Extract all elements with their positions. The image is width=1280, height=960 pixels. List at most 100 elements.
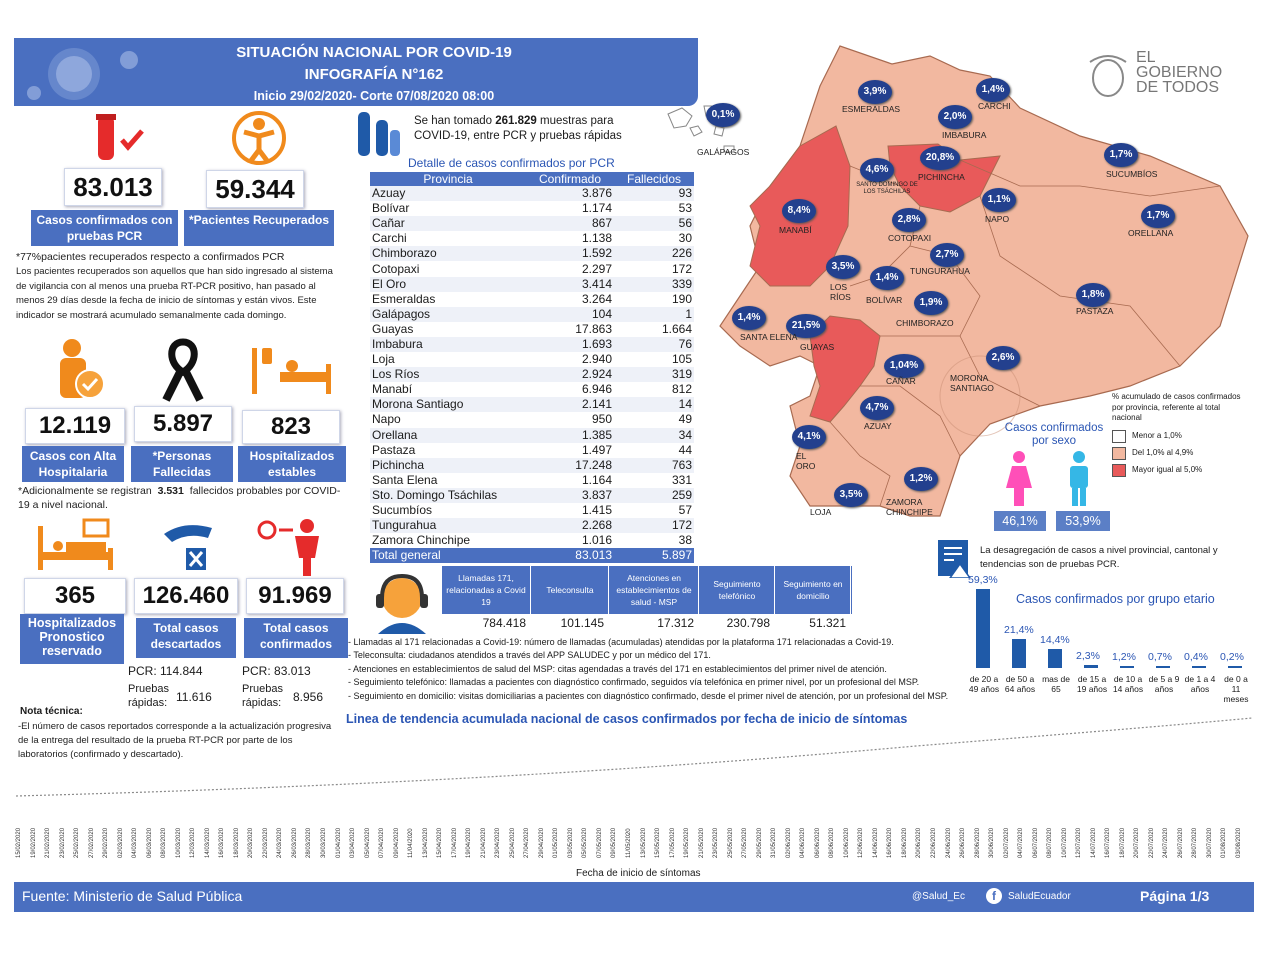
deaths-count: 76 (614, 336, 694, 353)
province-percent-bubble: 3,5% (826, 255, 860, 279)
legend-item: Menor a 1,0% (1112, 428, 1246, 445)
deaths-count: 30 (678, 231, 692, 246)
province-label: AZUAY (864, 421, 892, 431)
legend-swatch (1112, 447, 1126, 460)
male-icon (1070, 451, 1088, 506)
confirmed-count: 83.013 (526, 548, 614, 564)
trend-date-label: 29/04/2020 (538, 827, 545, 858)
recovered-value: 59.344 (206, 170, 304, 208)
legend-item: Del 1,0% al 4,9% (1112, 445, 1246, 462)
age-chart: 59,3% de 20 a 49 años 21,4% de 50 a 64 años… (964, 574, 1254, 710)
table-row: Tungurahua 2.268 172 (370, 518, 694, 534)
deaths-count: 226 (614, 246, 694, 262)
trend-date-label: 23/05/2020 (713, 827, 720, 858)
age-bar (1120, 666, 1134, 668)
trend-date-label: 02/03/2020 (117, 827, 124, 858)
trend-date-label: 26/06/2020 (960, 827, 967, 858)
trend-date-label: 23/02/2020 (59, 827, 66, 858)
province-name: Tungurahua (370, 518, 526, 534)
confirmed-rapid-value: 8.956 (293, 690, 324, 704)
province-name: Pichincha (370, 457, 526, 473)
age-bar (1192, 666, 1206, 668)
discarded-pcr: PCR: 114.844 (128, 664, 203, 678)
trend-date-label: 15/04/2020 (437, 827, 444, 858)
trend-date-label: 22/06/2020 (931, 827, 937, 858)
age-group-label: de 0 a 11 meses (1223, 674, 1249, 704)
hospital-bed-reserved-icon (38, 518, 113, 570)
province-percent-bubble: 20,8% (920, 146, 960, 170)
province-name: Cotopaxi (372, 261, 420, 276)
trend-date-label: 02/07/2020 (1003, 827, 1010, 858)
calls-table: Llamadas 171, relacionadas a Covid 19 Tel… (442, 566, 852, 632)
age-bar (976, 588, 990, 668)
table-row: Manabí 6.946 812 (370, 382, 694, 397)
province-name: Loja (372, 352, 395, 367)
province-name: Esmeraldas (372, 291, 436, 306)
trend-date-label: 06/03/2020 (146, 827, 153, 858)
province-label: ESMERALDAS (842, 104, 901, 114)
trend-date-label: 16/06/2020 (887, 827, 894, 858)
province-name: Guayas (372, 321, 414, 336)
deaths-count: 56 (614, 216, 694, 232)
table-row: Sto. Domingo Tsáchilas 3.837 259 (370, 487, 694, 503)
trend-date-label: 10/07/2020 (1061, 827, 1068, 858)
age-bar (1084, 664, 1098, 668)
trend-date-label: 04/06/2020 (800, 827, 807, 858)
age-value-label: 2,3% (1076, 649, 1100, 662)
deceased-value: 5.897 (134, 406, 232, 442)
trend-date-label: 01/08/2020 (1221, 827, 1228, 858)
deaths-count: 38 (678, 533, 692, 548)
female-percent: 46,1% (994, 511, 1046, 531)
age-group-label: de 1 a 4 años (1184, 674, 1216, 694)
province-name: Sto. Domingo Tsáchilas (370, 487, 526, 503)
confirmed-count: 1.164 (581, 472, 612, 487)
trend-date-label: 10/06/2020 (843, 827, 850, 858)
trend-date-label: 07/04/2020 (379, 827, 386, 858)
facebook-handle[interactable]: SaludEcuador (1008, 891, 1071, 902)
deaths-count: 93 (614, 186, 694, 202)
logo-text-1: EL (1136, 49, 1156, 66)
probable-deaths-note: *Adicionalmente se registran 3.531 falle… (18, 484, 348, 512)
samples-note-b: muestras para COVID-19, entre PCR y prue… (414, 115, 622, 142)
table-row: Pichincha 17.248 763 (370, 457, 694, 473)
table-row: Azuay 3.876 93 (370, 186, 694, 202)
age-group-label: mas de 65 (1042, 674, 1070, 694)
samples-number: 261.829 (495, 115, 537, 127)
trend-date-label: 12/07/2020 (1076, 827, 1083, 858)
confirmed-count: 1.592 (526, 246, 614, 262)
trend-date-label: 20/06/2020 (916, 827, 923, 858)
trend-date-label: 25/02/2020 (74, 827, 81, 858)
province-percent-bubble: 3,9% (858, 80, 892, 104)
trend-date-label: 03/08/2020 (1236, 827, 1242, 858)
table-row: Santa Elena 1.164 331 (370, 473, 694, 488)
trend-date-label: 11/05/2020 (626, 828, 632, 858)
mourning-ribbon-icon (162, 338, 204, 402)
calls-header-3: Seguimiento telefónico (700, 566, 775, 614)
province-label: PICHINCHA (918, 172, 965, 182)
trend-date-label: 06/07/2020 (1032, 827, 1039, 858)
deaths-count: 190 (671, 291, 692, 306)
confirmed-count: 2.268 (526, 518, 614, 534)
province-percent-bubble: 1,4% (870, 266, 904, 290)
age-chart-title: Casos confirmados por grupo etario (1016, 592, 1215, 606)
twitter-handle[interactable]: @Salud_Ec (912, 891, 965, 902)
recovered-percent-note: *77%pacientes recuperados respecto a con… (16, 251, 285, 263)
trend-date-label: 26/07/2020 (1177, 827, 1184, 858)
trend-date-label: 07/05/2020 (596, 827, 603, 858)
confirmed-count: 2.924 (526, 367, 614, 383)
table-row: Cotopaxi 2.297 172 (370, 261, 694, 276)
trend-date-label: 23/04/2020 (495, 827, 502, 858)
discarded-hand-icon (164, 525, 212, 570)
sex-title: Casos confirmados por sexo (1004, 422, 1104, 447)
trend-date-label: 01/04/2020 (335, 827, 342, 858)
trend-date-label: 29/02/2020 (103, 827, 110, 858)
trend-date-label: 05/04/2020 (364, 827, 371, 858)
province-percent-bubble: 3,5% (834, 483, 868, 507)
province-label: LOJA (810, 507, 832, 517)
table-header-row: Provincia Confirmado Fallecidos (370, 172, 694, 186)
confirmed-pcr-label: PCR: (242, 664, 271, 678)
trend-date-label: 12/03/2020 (190, 827, 197, 858)
province-name: Total general (370, 548, 526, 564)
province-label: MORONA SANTIAGO (950, 373, 994, 393)
province-name: Zamora Chinchipe (372, 533, 471, 548)
